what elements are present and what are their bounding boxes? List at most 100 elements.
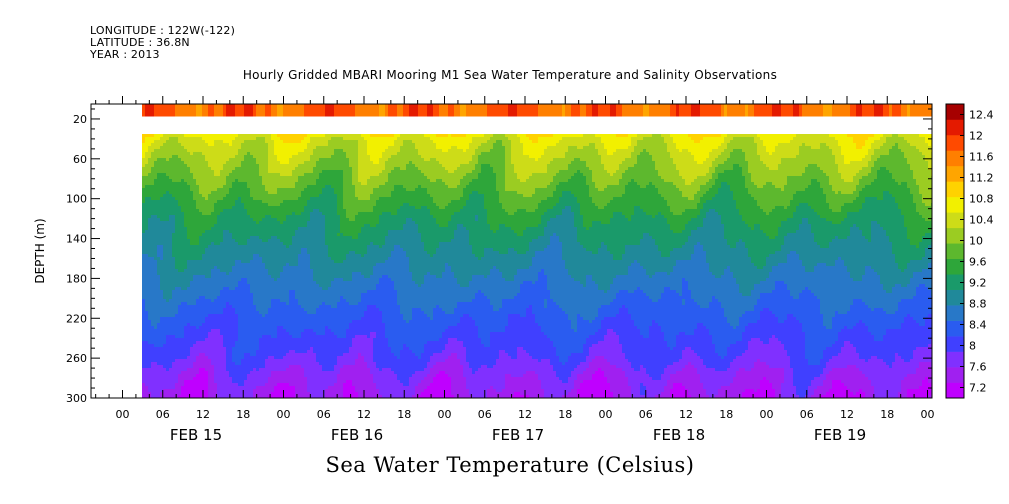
heatmap-cell [262,191,266,195]
heatmap-cell [166,218,170,222]
heatmap-cell [265,197,269,201]
heatmap-cell [256,188,260,192]
heatmap-cell [253,182,257,186]
heatmap-cell [172,167,176,171]
heatmap-cell [283,227,287,231]
heatmap-cell [145,140,149,144]
heatmap-cell [220,314,224,318]
heatmap-cell [298,107,302,111]
heatmap-cell [181,134,185,138]
heatmap-cell [208,272,212,276]
heatmap-cell [211,269,215,273]
heatmap-cell [181,200,185,204]
heatmap-cell [265,356,269,360]
heatmap-cell [148,308,152,312]
heatmap-cell [148,323,152,327]
heatmap-cell [247,161,251,165]
heatmap-cell [145,314,149,318]
heatmap-cell [274,299,278,303]
heatmap-cell [175,341,179,345]
heatmap-cell [157,392,161,396]
heatmap-cell [256,113,260,117]
heatmap-cell [199,389,203,393]
heatmap-cell [166,353,170,357]
heatmap-cell [295,332,299,336]
heatmap-cell [292,143,296,147]
heatmap-cell [187,104,191,108]
heatmap-cell [208,293,212,297]
heatmap-cell [223,185,227,189]
heatmap-cell [250,134,254,138]
heatmap-cell [274,248,278,252]
heatmap-cell [259,389,263,393]
heatmap-cell [256,383,260,387]
heatmap-cell [214,287,218,291]
heatmap-cell [277,389,281,393]
heatmap-cell [217,287,221,291]
heatmap-cell [214,374,218,378]
heatmap-cell [208,308,212,312]
heatmap-cell [250,245,254,249]
heatmap-cell [190,143,194,147]
heatmap-cell [238,299,242,303]
heatmap-cell [241,161,245,165]
heatmap-cell [178,329,182,333]
heatmap-cell [286,314,290,318]
heatmap-cell [154,233,158,237]
heatmap-cell [298,170,302,174]
heatmap-cell [244,266,248,270]
heatmap-cell [250,302,254,306]
heatmap-cell [295,143,299,147]
heatmap-cell [202,173,206,177]
heatmap-cell [235,383,239,387]
heatmap-cell [253,329,257,333]
heatmap-cell [244,251,248,255]
heatmap-cell [283,305,287,309]
heatmap-cell [157,212,161,216]
heatmap-cell [142,386,146,390]
heatmap-cell [211,188,215,192]
heatmap-cell [223,188,227,192]
heatmap-cell [253,164,257,168]
heatmap-cell [163,155,167,159]
heatmap-cell [223,353,227,357]
heatmap-cell [169,308,173,312]
heatmap-cell [289,239,293,243]
heatmap-cell [175,272,179,276]
heatmap-cell [145,338,149,342]
heatmap-cell [154,176,158,180]
heatmap-cell [157,359,161,363]
heatmap-cell [166,290,170,294]
heatmap-cell [193,239,197,243]
heatmap-cell [205,329,209,333]
heatmap-cell [280,200,284,204]
heatmap-cell [301,134,305,138]
heatmap-cell [274,308,278,312]
heatmap-cell [175,215,179,219]
heatmap-cell [262,107,266,111]
heatmap-cell [217,284,221,288]
heatmap-cell [196,158,200,162]
heatmap-cell [274,152,278,156]
heatmap-cell [187,347,191,351]
heatmap-cell [217,266,221,270]
heatmap-cell [295,161,299,165]
heatmap-cell [148,152,152,156]
heatmap-cell [193,371,197,375]
heatmap-cell [205,188,209,192]
heatmap-cell [214,332,218,336]
heatmap-cell [151,137,155,141]
heatmap-cell [190,140,194,144]
heatmap-cell [292,203,296,207]
heatmap-cell [190,353,194,357]
heatmap-cell [286,287,290,291]
heatmap-cell [190,164,194,168]
heatmap-cell [211,359,215,363]
heatmap-cell [298,344,302,348]
heatmap-cell [289,200,293,204]
heatmap-cell [148,254,152,258]
heatmap-cell [286,389,290,393]
heatmap-cell [142,272,146,276]
heatmap-cell [142,353,146,357]
heatmap-cell [241,335,245,339]
